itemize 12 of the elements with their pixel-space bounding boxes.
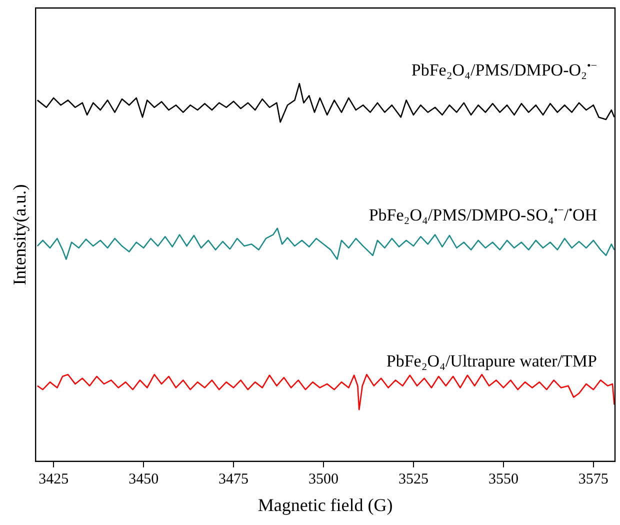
x-tick-label: 3525 [398, 471, 428, 488]
series-label: PbFe₂O₄/PMS/DMPO-SO₄•−/•OH [368, 204, 598, 224]
x-tick-label: 3475 [218, 471, 249, 488]
x-tick-label: 3425 [38, 471, 69, 488]
x-tick-label: 3450 [128, 471, 159, 488]
y-axis-title: Intensity(a.u.) [10, 184, 30, 286]
x-tick-label: 3575 [578, 471, 608, 488]
x-axis-title: Magnetic field (G) [258, 494, 393, 515]
series-label: PbFe₂O₄/Ultrapure water/TMP [386, 352, 597, 370]
x-tick-label: 3500 [308, 471, 338, 488]
series-label: PbFe₂O₄/PMS/DMPO-O₂•− [411, 60, 598, 80]
x-tick-label: 3550 [488, 471, 518, 488]
